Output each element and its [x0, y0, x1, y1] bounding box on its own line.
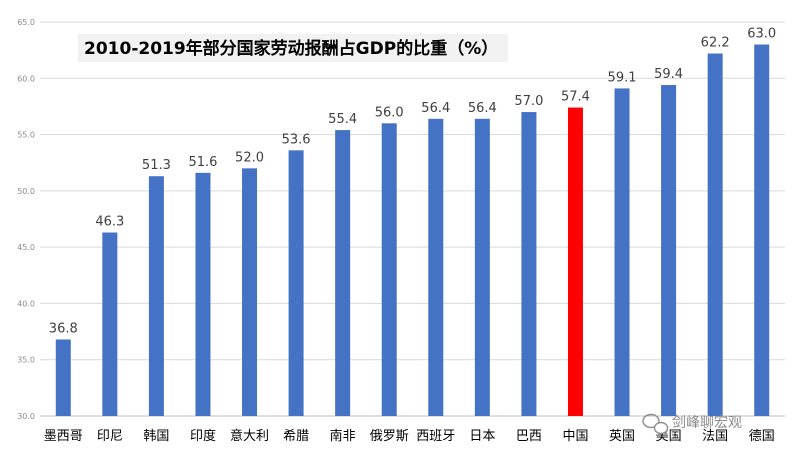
data-label: 57.4: [561, 90, 590, 105]
x-tick-label: 墨西哥: [44, 429, 83, 444]
data-label: 51.3: [142, 158, 171, 173]
x-tick-label: 巴西: [516, 429, 542, 444]
data-labels: 36.8 46.3 51.3 51.6 52.0 53.6 55.4 56.0 56.4 56.4…: [49, 27, 776, 337]
x-tick-label: 韩国: [143, 429, 169, 444]
bar: [661, 85, 677, 416]
chart-title-text: 2010-2019年部分国家劳动报酬占GDP的比重（%）: [84, 38, 498, 59]
chart-title-background: [78, 34, 508, 62]
bar: [754, 44, 770, 417]
wechat-icon: [642, 413, 669, 435]
y-tick-label: 40.0: [17, 299, 35, 308]
chart-title: 2010-2019年部分国家劳动报酬占GDP的比重（%）: [78, 34, 508, 62]
bar: [335, 130, 351, 416]
data-label: 36.8: [49, 321, 78, 336]
y-tick-label: 60.0: [17, 74, 35, 83]
bar: [55, 339, 71, 416]
data-label: 56.0: [375, 105, 404, 120]
watermark: 剑峰聊宏观: [642, 413, 742, 435]
x-tick-label: 希腊: [283, 429, 309, 444]
x-tick-label: 法国: [702, 429, 728, 444]
data-label: 55.4: [328, 112, 357, 127]
data-label: 56.4: [468, 101, 497, 116]
data-label: 57.0: [514, 94, 543, 109]
data-label: 46.3: [95, 215, 124, 230]
bar: [381, 123, 397, 417]
data-label: 62.2: [701, 36, 730, 51]
x-tick-label: 中国: [562, 429, 588, 444]
bar: [428, 118, 444, 416]
bars: [55, 44, 770, 417]
data-label: 51.6: [188, 155, 217, 170]
bar: [614, 88, 630, 416]
x-tick-label: 日本: [469, 429, 495, 444]
y-axis-ticks: 30.0 35.0 40.0 45.0 50.0 55.0 60.0 65.0: [17, 18, 35, 421]
gridlines: [40, 21, 785, 361]
data-label: 56.4: [421, 101, 450, 116]
x-tick-label: 西班牙: [416, 429, 455, 444]
y-tick-label: 55.0: [17, 131, 35, 140]
y-tick-label: 65.0: [17, 18, 35, 27]
x-tick-label: 俄罗斯: [370, 429, 409, 444]
y-tick-label: 45.0: [17, 243, 35, 252]
bar: [242, 168, 258, 416]
bar: [102, 232, 118, 416]
data-label: 59.4: [654, 67, 683, 82]
bar: [288, 150, 304, 416]
bar: [567, 107, 583, 416]
data-label: 63.0: [747, 27, 776, 42]
data-label: 53.6: [282, 132, 311, 147]
bar: [474, 118, 490, 416]
watermark-text: 剑峰聊宏观: [672, 415, 742, 431]
bar: [521, 112, 537, 417]
x-axis-labels: 墨西哥 印尼 韩国 印度 意大利 希腊 南非 俄罗斯 西班牙 日本 巴西 中国 英国 美国 法国 德国: [44, 428, 775, 444]
x-tick-label: 德国: [749, 429, 775, 444]
x-tick-label: 南非: [330, 428, 356, 444]
data-label: 59.1: [608, 70, 637, 85]
y-tick-label: 50.0: [17, 187, 35, 196]
x-tick-label: 印尼: [97, 429, 123, 444]
x-tick-label: 印度: [190, 428, 216, 444]
data-label: 52.0: [235, 150, 264, 165]
bar: [195, 172, 211, 416]
x-tick-label: 意大利: [230, 428, 269, 444]
bar: [707, 53, 723, 417]
bar: [148, 176, 164, 416]
x-tick-label: 英国: [609, 429, 635, 444]
y-tick-label: 30.0: [17, 412, 35, 421]
y-tick-label: 35.0: [17, 356, 35, 365]
